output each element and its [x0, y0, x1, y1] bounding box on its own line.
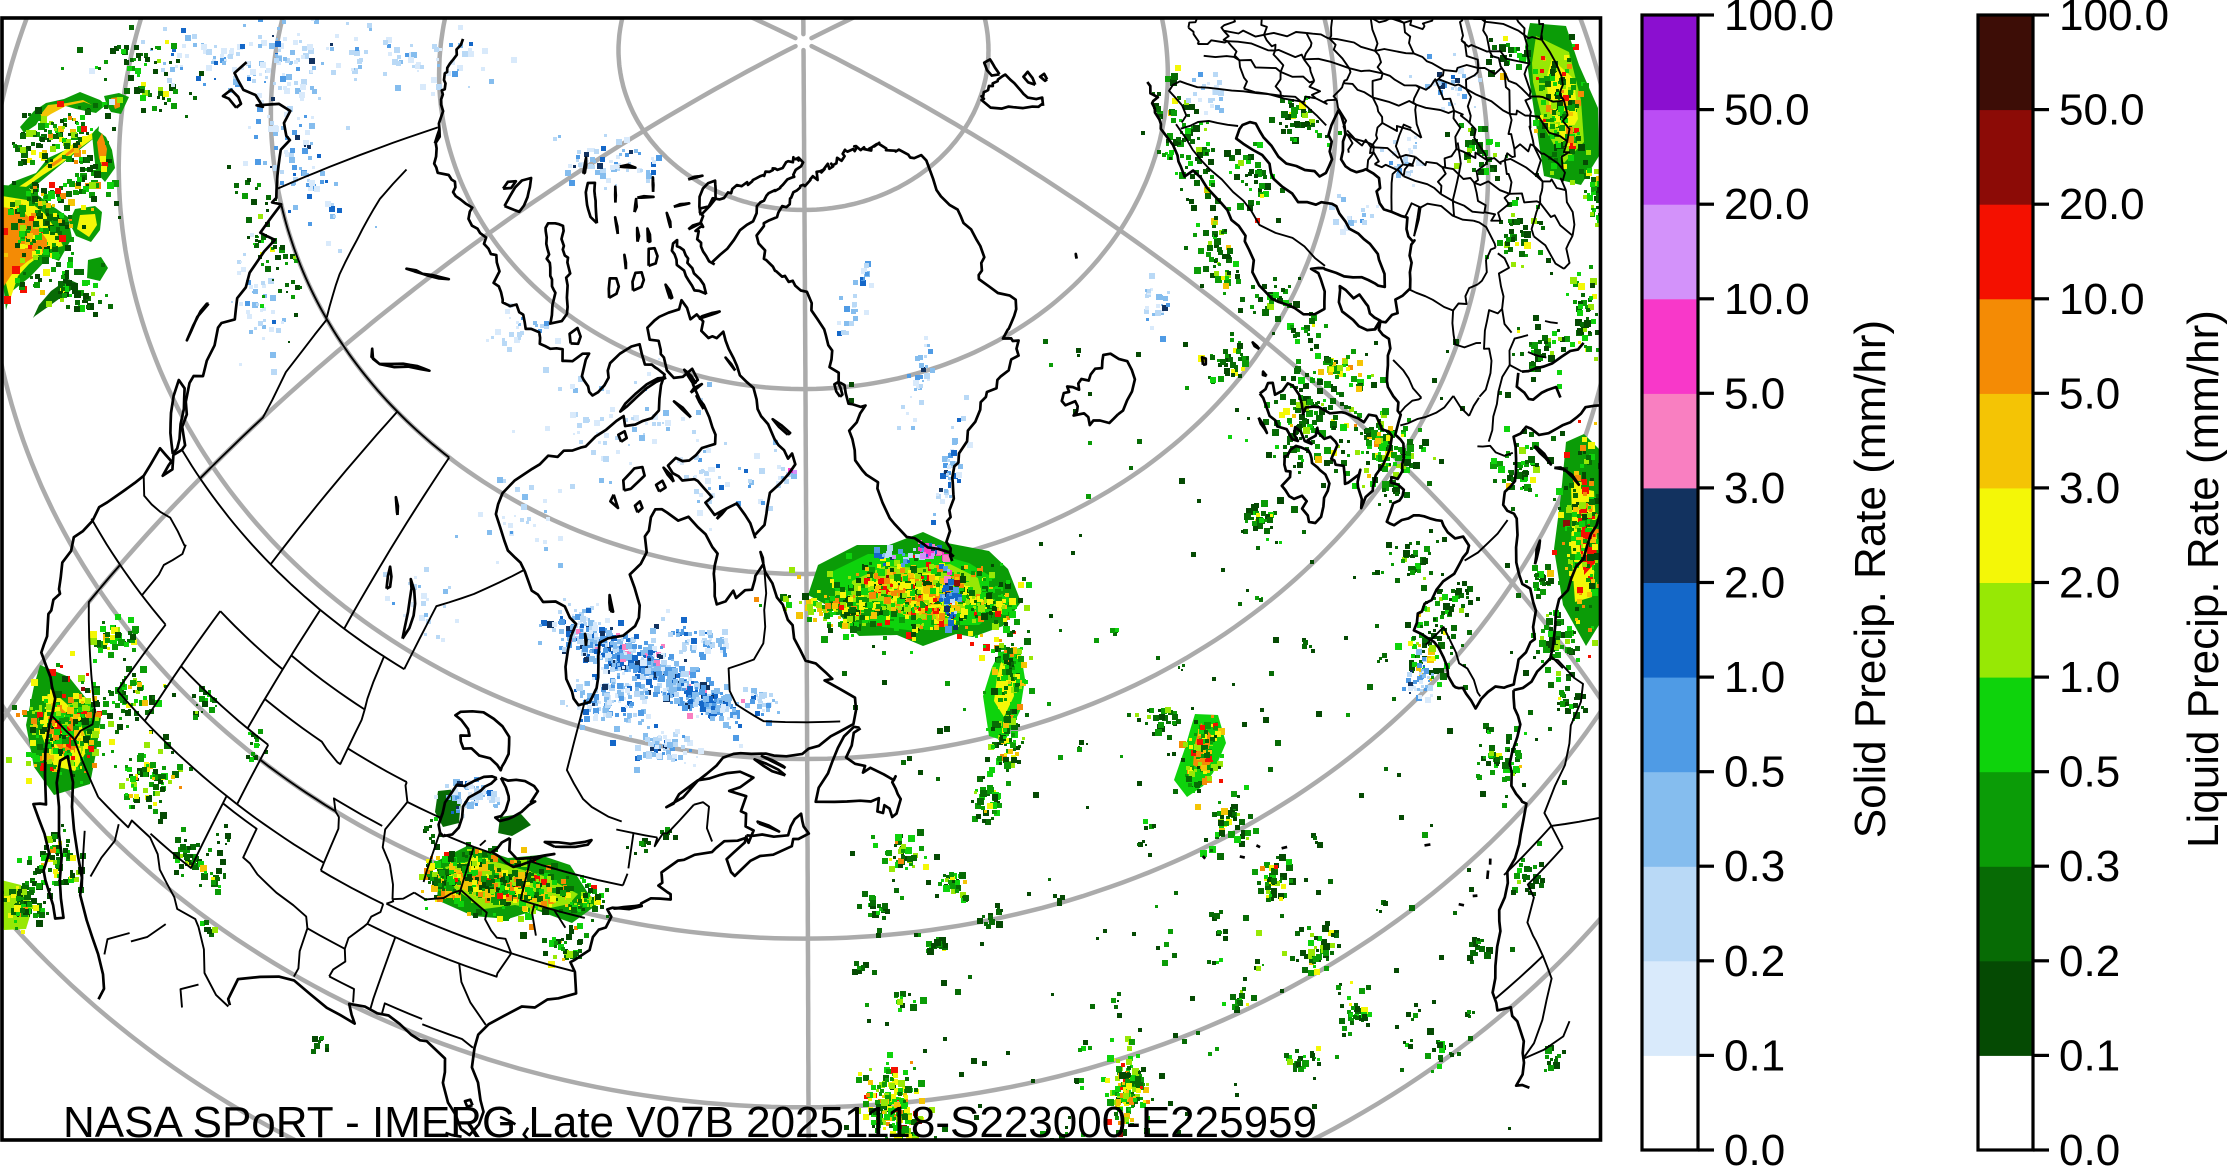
svg-text:2.0: 2.0: [2059, 559, 2120, 608]
svg-text:Liquid Precip. Rate (mm/hr): Liquid Precip. Rate (mm/hr): [2179, 310, 2228, 848]
svg-text:Solid Precip. Rate (mm/hr): Solid Precip. Rate (mm/hr): [1846, 320, 1895, 838]
svg-text:0.2: 0.2: [1724, 937, 1785, 986]
svg-text:20.0: 20.0: [2059, 180, 2145, 229]
svg-text:20.0: 20.0: [1724, 180, 1810, 229]
svg-text:10.0: 10.0: [1724, 275, 1810, 324]
svg-text:3.0: 3.0: [1724, 464, 1785, 513]
svg-text:0.3: 0.3: [1724, 842, 1785, 891]
svg-text:50.0: 50.0: [2059, 86, 2145, 135]
svg-text:100.0: 100.0: [1724, 0, 1834, 40]
svg-text:0.1: 0.1: [1724, 1031, 1785, 1080]
svg-text:0.5: 0.5: [1724, 748, 1785, 797]
svg-text:10.0: 10.0: [2059, 275, 2145, 324]
svg-text:0.0: 0.0: [1724, 1126, 1785, 1167]
svg-text:1.0: 1.0: [2059, 653, 2120, 702]
svg-text:3.0: 3.0: [2059, 464, 2120, 513]
svg-text:5.0: 5.0: [2059, 369, 2120, 418]
svg-text:2.0: 2.0: [1724, 559, 1785, 608]
svg-text:1.0: 1.0: [1724, 653, 1785, 702]
svg-text:0.2: 0.2: [2059, 937, 2120, 986]
svg-text:50.0: 50.0: [1724, 86, 1810, 135]
svg-text:0.3: 0.3: [2059, 842, 2120, 891]
svg-text:0.1: 0.1: [2059, 1031, 2120, 1080]
svg-text:100.0: 100.0: [2059, 0, 2169, 40]
svg-text:0.0: 0.0: [2059, 1126, 2120, 1167]
svg-text:5.0: 5.0: [1724, 369, 1785, 418]
svg-text:0.5: 0.5: [2059, 748, 2120, 797]
svg-text:NASA SPoRT - IMERG Late V07B 2: NASA SPoRT - IMERG Late V07B 20251118-S2…: [63, 1098, 1317, 1147]
